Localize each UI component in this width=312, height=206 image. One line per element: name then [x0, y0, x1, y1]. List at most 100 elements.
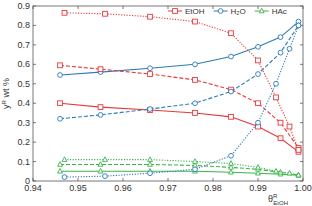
series-marker [274, 81, 279, 86]
x-tick [123, 178, 124, 181]
y-tick-label: 0.1 [17, 157, 30, 167]
series-marker [256, 44, 261, 49]
series-marker [148, 66, 153, 71]
y-tick [33, 44, 36, 45]
x-tick [78, 178, 79, 181]
series-marker [274, 168, 279, 173]
series-marker [296, 172, 301, 177]
y-label-rest: wt % [1, 78, 11, 100]
series-marker [296, 172, 301, 177]
x-tick [123, 6, 124, 9]
y-tick [33, 6, 36, 7]
series-group [58, 10, 301, 179]
y-tick [300, 161, 303, 162]
x-tick [258, 178, 259, 181]
series-marker [148, 107, 153, 112]
series-marker [148, 162, 153, 167]
y-tick [33, 83, 36, 84]
series-line [60, 22, 299, 75]
legend-marker [259, 8, 264, 13]
x-tick [33, 6, 34, 9]
legend-label: EtOH [185, 7, 205, 16]
y-tick [33, 103, 36, 104]
x-tick-label: 0.96 [114, 183, 132, 193]
y-tick-label: 0.2 [17, 137, 30, 147]
series-marker [103, 11, 108, 16]
series-marker [193, 167, 198, 172]
series-marker [278, 120, 283, 125]
legend-marker [173, 9, 178, 14]
x-tick-label: 0.98 [204, 183, 222, 193]
series-marker [58, 73, 63, 78]
series-marker [229, 89, 234, 94]
series-marker [148, 171, 153, 176]
y-tick-label: 0 [25, 176, 30, 186]
x-label-sup: R [273, 193, 278, 199]
y-tick-label: 0.7 [17, 40, 30, 50]
y-tick [33, 25, 36, 26]
series-marker [193, 101, 198, 106]
series-marker [98, 67, 103, 72]
x-tick [213, 6, 214, 9]
y-axis-label: yR wt % [1, 78, 11, 109]
series-marker [229, 161, 234, 166]
x-tick [303, 178, 304, 181]
series-marker [256, 58, 261, 63]
series-marker [296, 23, 301, 28]
x-tick-label: 0.95 [69, 183, 87, 193]
series-marker [62, 157, 67, 162]
series-marker [148, 157, 153, 162]
series-marker [98, 168, 103, 173]
y-tick-label: 0.4 [17, 98, 30, 108]
x-tick-label: 0.99 [249, 183, 267, 193]
x-tick [33, 178, 34, 181]
series-marker [58, 168, 63, 173]
y-tick [300, 122, 303, 123]
series-marker [229, 54, 234, 59]
series-marker [229, 169, 234, 174]
y-tick [33, 64, 36, 65]
series-marker [148, 14, 153, 19]
series-line [60, 103, 299, 152]
series-marker [103, 157, 108, 162]
series-marker [148, 72, 153, 77]
series-marker [287, 124, 292, 129]
x-label-sub: EtOH [273, 200, 288, 206]
y-tick [33, 181, 36, 182]
series-marker [229, 31, 234, 36]
x-axis-label: θREtOH [268, 193, 288, 206]
y-tick-label: 0.3 [17, 118, 30, 128]
series-marker [278, 35, 283, 40]
legend-marker [218, 9, 223, 14]
y-tick-label: 0.6 [17, 59, 30, 69]
series-marker [193, 159, 198, 164]
series-marker [256, 120, 261, 125]
x-tick [213, 178, 214, 181]
series-marker [98, 162, 103, 167]
series-marker [98, 112, 103, 117]
series-marker [256, 165, 261, 170]
x-tick [168, 6, 169, 9]
series-line [65, 25, 299, 177]
series-marker [296, 23, 301, 28]
series-marker [278, 136, 283, 141]
series-line [60, 171, 299, 175]
series-marker [229, 114, 234, 119]
series-marker [98, 105, 103, 110]
y-tick [300, 181, 303, 182]
legend: EtOHH₂OHAc [168, 7, 287, 16]
series-marker [193, 77, 198, 82]
series-marker [58, 63, 63, 68]
series-marker [256, 72, 261, 77]
series-line [60, 25, 299, 118]
x-tick-label: 1.00 [294, 183, 312, 193]
series-marker [296, 172, 301, 177]
series-marker [193, 111, 198, 116]
series-marker [103, 174, 108, 179]
series-marker [287, 46, 292, 51]
series-marker [296, 147, 301, 152]
series-marker [58, 101, 63, 106]
series-marker [287, 170, 292, 175]
y-tick [300, 64, 303, 65]
x-tick [78, 6, 79, 9]
